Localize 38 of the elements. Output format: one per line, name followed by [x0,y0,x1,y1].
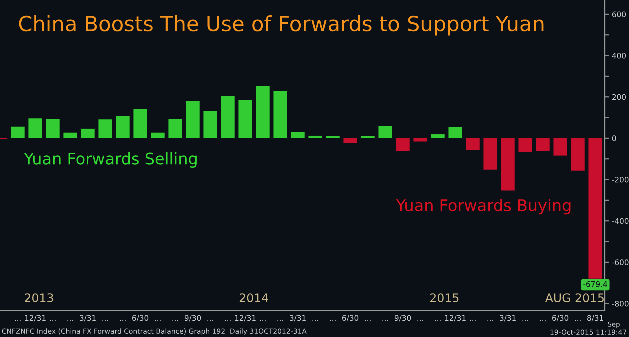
bar [501,138,515,191]
bar [378,126,392,138]
bar [484,138,498,170]
bar [554,138,568,156]
text: China Boosts The Use of Forwards to Support Yuan [19,16,544,36]
bar [221,96,235,138]
bar [64,132,78,138]
annotation: 2013 [25,294,54,302]
bar [414,138,428,142]
annotation: AUG 2015 [545,294,604,302]
bar [134,109,148,138]
annotation: 2015 [430,294,459,302]
annotation: 2014 [240,294,268,302]
bar [518,138,532,152]
annotation: Yuan Forwards Selling [24,152,197,168]
bar [308,136,322,138]
bar [274,92,288,138]
bar [466,138,480,150]
bar [11,126,25,138]
bar [396,138,410,152]
bar [256,86,270,138]
bar [46,119,60,138]
bar [291,132,305,138]
bar [448,128,462,138]
bar [151,132,165,138]
bar [116,116,130,138]
bar [186,101,200,138]
bar [81,128,95,138]
bar [431,134,445,138]
annotation: Yuan Forwards Buying [396,199,571,215]
bar [168,119,182,138]
bar [204,111,218,138]
bar [28,118,42,138]
bar [238,100,252,138]
bar [344,138,358,144]
bar [571,138,585,171]
bar [98,120,112,138]
bar [536,138,550,152]
